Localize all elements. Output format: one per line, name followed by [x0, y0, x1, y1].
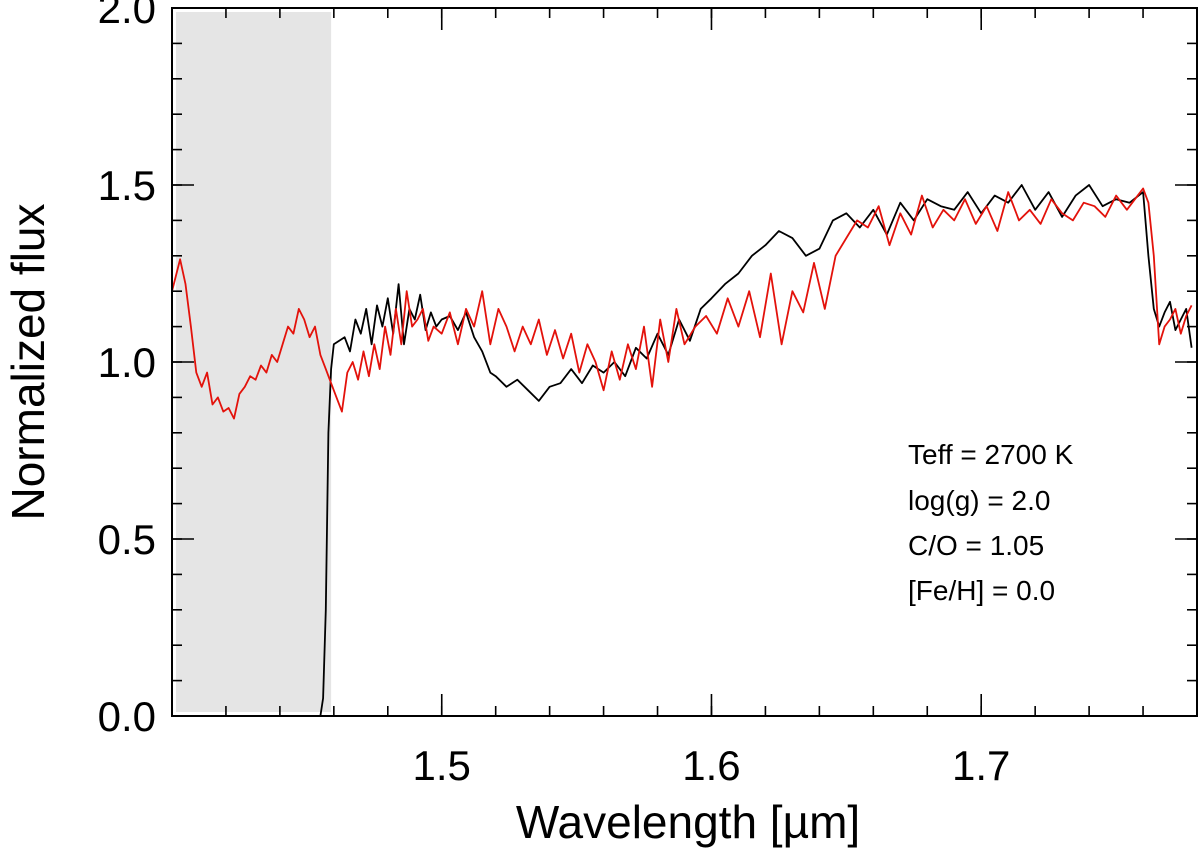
series-line-model: [171, 187, 1193, 420]
y-tick-label: 0.5: [98, 516, 156, 563]
annotation-logg: log(g) = 2.0: [908, 485, 1050, 516]
y-tick-label: 1.0: [98, 339, 156, 386]
x-tick-label: 1.5: [413, 742, 471, 789]
x-tick-label: 1.7: [952, 742, 1010, 789]
x-tick-label: 1.6: [682, 742, 740, 789]
y-tick-label: 1.5: [98, 162, 156, 209]
shaded-region: [176, 12, 332, 712]
annotation-feh: [Fe/H] = 0.0: [908, 575, 1055, 606]
y-axis-title: Normalized flux: [2, 204, 54, 521]
y-tick-label: 2.0: [98, 0, 156, 32]
y-tick-label: 0.0: [98, 693, 156, 740]
series-layer: [171, 184, 1193, 717]
shaded-region-layer: [176, 12, 332, 712]
x-axis-title: Wavelength [µm]: [516, 796, 860, 848]
annotation-teff: Teff = 2700 K: [908, 439, 1074, 470]
plot-frame: [171, 7, 1198, 717]
tick-label-layer: 1.5 1.6 1.7 0.0 0.5 1.0 1.5 2.0: [98, 0, 1011, 789]
annotation-box: Teff = 2700 K log(g) = 2.0 C/O = 1.05 [F…: [908, 439, 1074, 606]
annotation-c-o: C/O = 1.05: [908, 530, 1044, 561]
